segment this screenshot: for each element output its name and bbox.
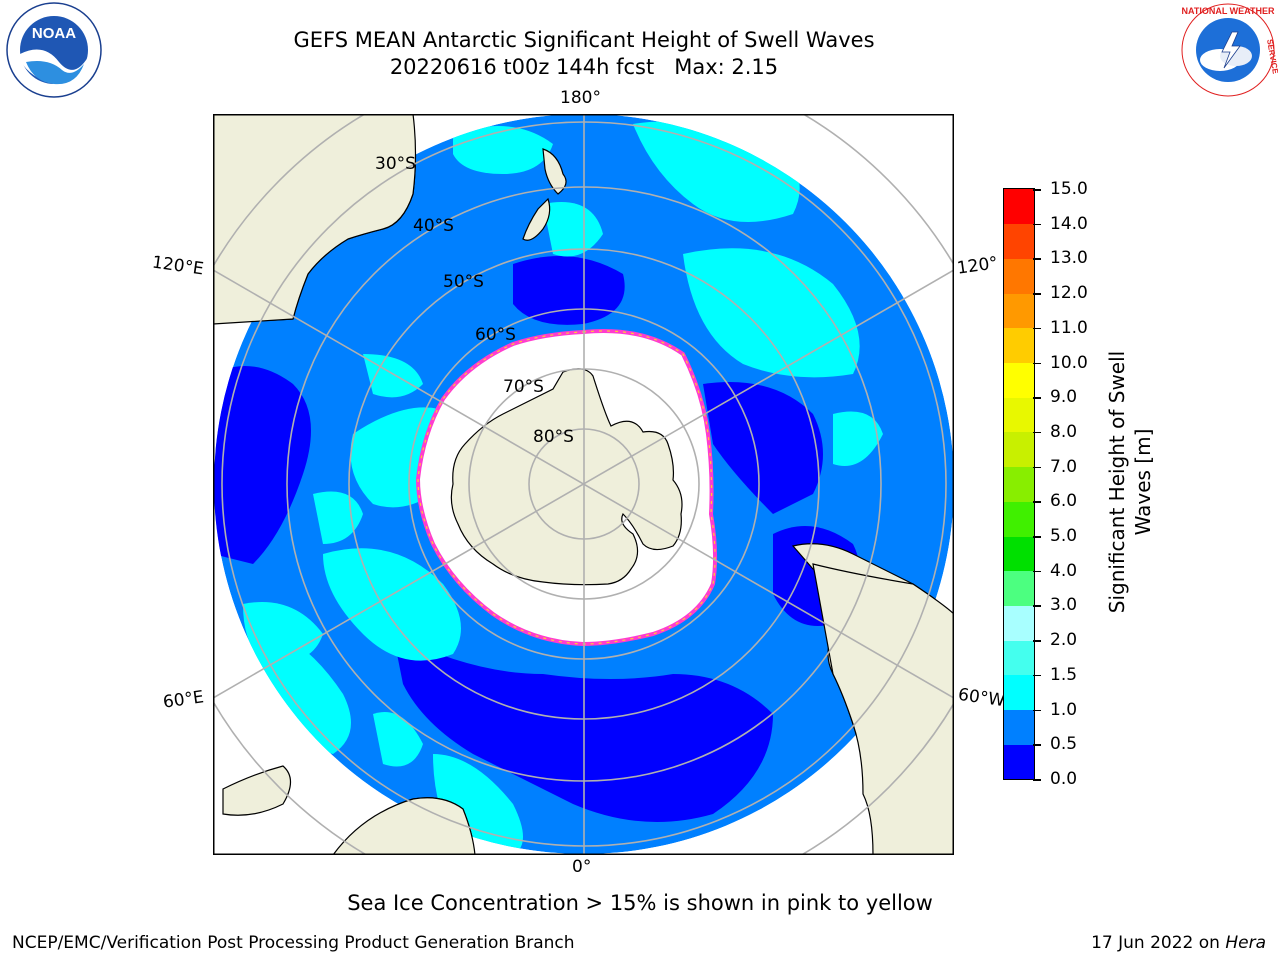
colorbar-tick-label: 7.0 (1050, 456, 1078, 477)
colorbar-segment (1004, 536, 1034, 572)
colorbar-tick-label: 3.0 (1050, 595, 1078, 616)
colorbar-tick-label: 4.0 (1050, 560, 1078, 581)
lon-label-180: 180° (560, 88, 601, 108)
svg-text:NOAA: NOAA (32, 25, 76, 42)
colorbar-segment (1004, 293, 1034, 329)
lon-label-60e: 60°E (161, 687, 206, 713)
colorbar-tick-label: 15.0 (1050, 179, 1088, 199)
colorbar-segment (1004, 570, 1034, 606)
colorbar (1003, 188, 1035, 780)
colorbar-tick (1033, 397, 1041, 399)
lat-label-70s: 70°S (503, 377, 544, 397)
colorbar-segment (1004, 605, 1034, 641)
colorbar-title: Significant Height of Swell Waves [m] (1105, 350, 1155, 614)
colorbar-tick (1033, 744, 1041, 746)
colorbar-tick (1033, 536, 1041, 538)
lon-label-60w: 60°W (956, 684, 1007, 712)
colorbar-tick (1033, 223, 1041, 226)
colorbar-tick (1033, 327, 1041, 330)
footer-org: NCEP/EMC/Verification Post Processing Pr… (12, 933, 575, 953)
polar-map-svg: 30°S 40°S 50°S 60°S 70°S 80°S (213, 114, 954, 855)
colorbar-segment (1004, 327, 1034, 364)
colorbar-segment (1004, 501, 1034, 537)
colorbar-tick-label: 13.0 (1050, 248, 1088, 269)
colorbar-tick (1033, 640, 1041, 642)
lon-label-120w: 120° (955, 253, 1000, 279)
chart-title: GEFS MEAN Antarctic Significant Height o… (293, 28, 875, 52)
colorbar-tick (1033, 605, 1041, 607)
colorbar-segment (1004, 709, 1034, 745)
colorbar-tick (1033, 258, 1041, 260)
colorbar-segment (1004, 674, 1034, 711)
colorbar-tick-label: 9.0 (1050, 387, 1078, 408)
antarctica-land (450, 368, 683, 586)
colorbar-segment (1004, 640, 1034, 676)
lat-label-50s: 50°S (443, 272, 484, 292)
colorbar-tick-label: 8.0 (1050, 421, 1078, 442)
lat-label-80s: 80°S (533, 427, 574, 447)
noaa-logo: NOAA (4, 2, 104, 106)
colorbar-tick (1033, 362, 1041, 365)
lon-label-0: 0° (572, 857, 592, 877)
sea-ice-note: Sea Ice Concentration > 15% is shown in … (347, 891, 933, 915)
svg-text:NATIONAL WEATHER: NATIONAL WEATHER (1182, 6, 1275, 16)
lon-label-120e: 120°E (150, 252, 205, 280)
colorbar-segment (1004, 223, 1034, 259)
colorbar-segment (1004, 431, 1034, 468)
colorbar-tick (1033, 293, 1041, 295)
colorbar-tick (1033, 189, 1041, 191)
colorbar-tick-label: 1.0 (1050, 699, 1078, 720)
footer-date: 17 Jun 2022 on Hera (1091, 933, 1266, 953)
colorbar-tick-label: 11.0 (1050, 317, 1088, 338)
colorbar-tick-label: 0.5 (1050, 734, 1078, 755)
colorbar-tick (1033, 674, 1041, 677)
colorbar-segment (1004, 744, 1034, 780)
lat-label-40s: 40°S (413, 216, 454, 236)
colorbar-tick-label: 10.0 (1050, 352, 1088, 373)
map-frame (213, 114, 954, 855)
lat-label-60s: 60°S (475, 325, 516, 345)
colorbar-tick (1033, 779, 1041, 781)
colorbar-tick-label: 1.5 (1050, 664, 1078, 685)
colorbar-segment (1004, 362, 1034, 398)
new-zealand-land (522, 148, 567, 241)
colorbar-segment (1004, 466, 1034, 502)
colorbar-tick-label: 0.0 (1050, 769, 1078, 789)
chart-subtitle: 20220616 t00z 144h fcst Max: 2.15 (389, 55, 779, 79)
colorbar-tick (1033, 570, 1041, 573)
colorbar-tick (1033, 466, 1041, 469)
latitude-labels: 30°S 40°S 50°S 60°S 70°S 80°S (375, 154, 574, 447)
colorbar-tick-label: 12.0 (1050, 283, 1088, 304)
colorbar-tick (1033, 431, 1041, 434)
polar-map: 30°S 40°S 50°S 60°S 70°S 80°S (213, 114, 954, 859)
colorbar-tick-label: 14.0 (1050, 213, 1088, 234)
colorbar-tick-label: 5.0 (1050, 526, 1078, 547)
nws-logo: NATIONAL WEATHER SERVICE (1178, 2, 1280, 106)
colorbar-tick-label: 2.0 (1050, 630, 1078, 651)
colorbar-tick (1033, 709, 1041, 712)
graticule (213, 114, 954, 855)
colorbar-tick-label: 6.0 (1050, 491, 1078, 512)
colorbar-segment (1004, 397, 1034, 433)
lat-label-30s: 30°S (375, 154, 416, 174)
colorbar-segment (1004, 189, 1034, 225)
colorbar-segment (1004, 258, 1034, 294)
colorbar-tick (1033, 501, 1041, 503)
